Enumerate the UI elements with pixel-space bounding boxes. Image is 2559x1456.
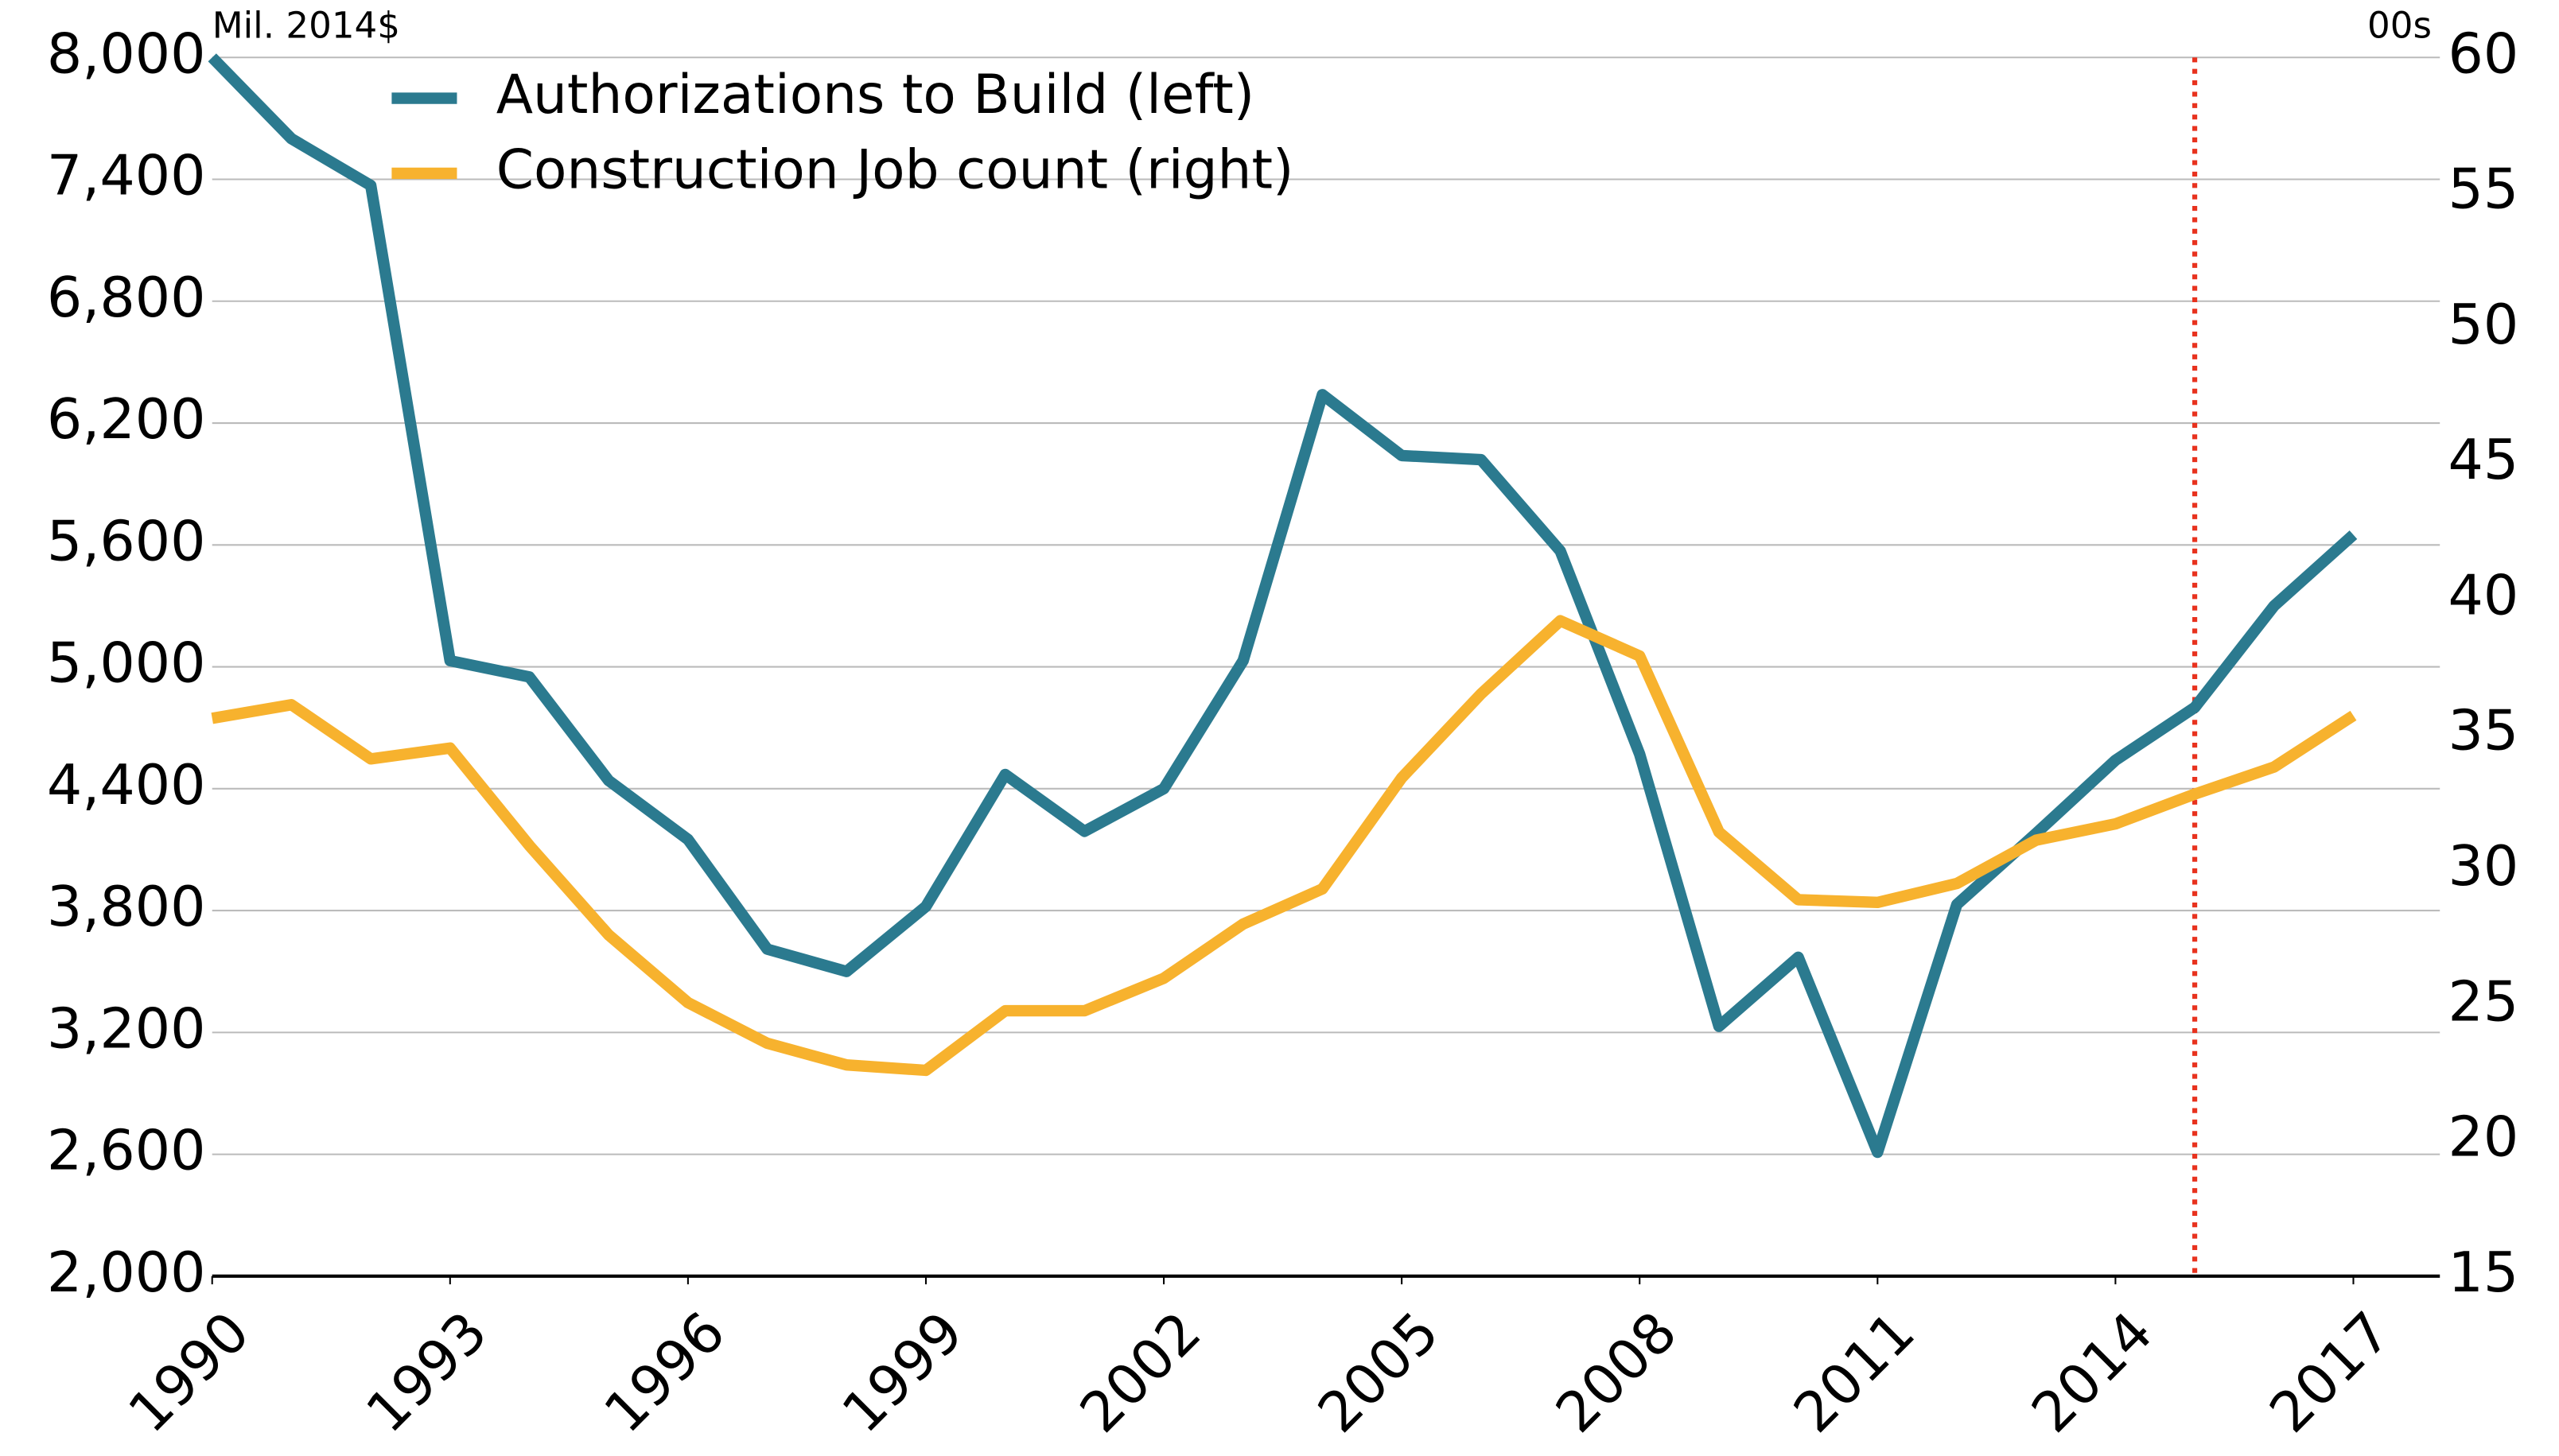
x-tick-label: 2017 xyxy=(2258,1300,2403,1446)
y-tick-label: 5,600 xyxy=(47,509,206,573)
y2-tick-label: 25 xyxy=(2448,969,2518,1034)
y-tick-label: 6,200 xyxy=(47,387,206,452)
x-tick-label: 2011 xyxy=(1782,1300,1927,1446)
y-tick-label: 5,000 xyxy=(47,631,206,696)
y-unit-label: Mil. 2014$ xyxy=(212,4,400,46)
legend-label: Authorizations to Build (left) xyxy=(496,63,1254,126)
x-tick-label: 1990 xyxy=(116,1300,262,1446)
x-tick-label: 2008 xyxy=(1544,1300,1690,1446)
y-tick-label: 4,400 xyxy=(47,753,206,817)
x-tick-label: 2005 xyxy=(1306,1300,1452,1446)
y2-unit-label: 00s xyxy=(2367,4,2432,46)
series-line xyxy=(208,53,2358,1159)
y-tick-label: 3,800 xyxy=(47,875,206,939)
y-tick-label: 2,600 xyxy=(47,1119,206,1183)
y-tick-label: 8,000 xyxy=(47,21,206,86)
y2-tick-label: 50 xyxy=(2448,293,2518,357)
x-tick-label: 1999 xyxy=(830,1300,976,1446)
x-tick-label: 2014 xyxy=(2020,1300,2165,1446)
legend-label: Construction Job count (right) xyxy=(496,138,1294,200)
y2-tick-label: 60 xyxy=(2448,21,2518,86)
x-tick-label: 1996 xyxy=(592,1300,737,1446)
y-tick-label: 6,800 xyxy=(47,266,206,330)
x-tick-label: 1993 xyxy=(354,1300,500,1446)
series-line xyxy=(211,615,2357,1077)
y2-tick-label: 30 xyxy=(2448,834,2518,899)
y2-tick-label: 40 xyxy=(2448,563,2518,627)
x-tick-label: 2002 xyxy=(1068,1300,1214,1446)
y-tick-label: 3,200 xyxy=(47,996,206,1061)
y-tick-label: 7,400 xyxy=(47,144,206,208)
y2-tick-label: 15 xyxy=(2448,1241,2518,1305)
y2-tick-label: 55 xyxy=(2448,157,2518,222)
y2-tick-label: 45 xyxy=(2448,428,2518,492)
y2-tick-label: 20 xyxy=(2448,1105,2518,1170)
y2-tick-label: 35 xyxy=(2448,699,2518,763)
y-tick-label: 2,000 xyxy=(47,1241,206,1305)
